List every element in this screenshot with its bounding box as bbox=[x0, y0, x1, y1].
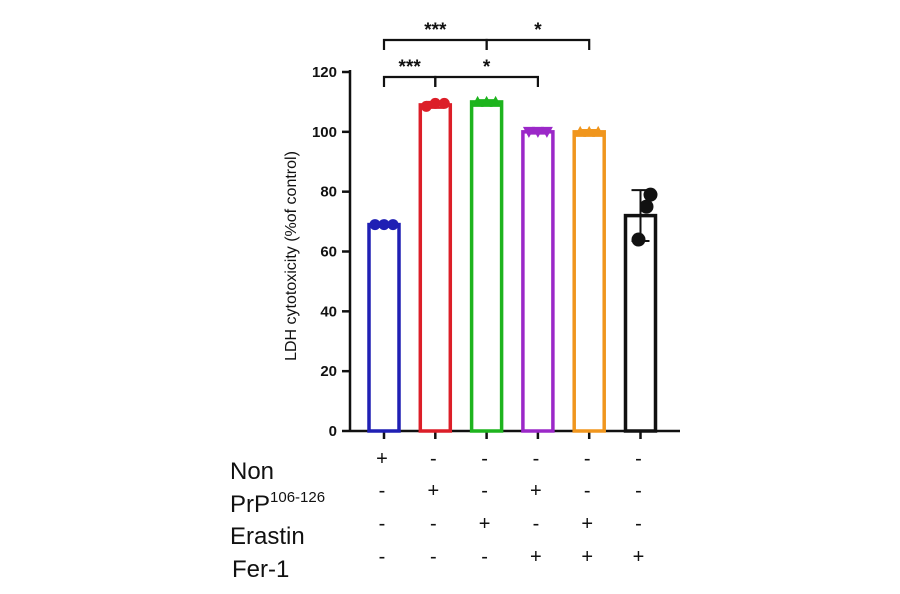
condition-label: Erastin bbox=[230, 523, 305, 550]
y-tick-label: 0 bbox=[329, 423, 337, 440]
bar bbox=[521, 130, 555, 433]
condition-mark: - bbox=[481, 546, 488, 568]
data-point bbox=[438, 97, 450, 109]
bar bbox=[469, 100, 504, 433]
y-tick-label: 60 bbox=[320, 244, 337, 261]
significance-brackets: *** **** * bbox=[382, 20, 591, 87]
y-tick-label: 20 bbox=[320, 363, 337, 380]
condition-mark: - bbox=[379, 480, 386, 502]
condition-mark: + bbox=[479, 513, 491, 535]
condition-mark: + bbox=[633, 546, 645, 568]
condition-mark: - bbox=[584, 480, 591, 502]
condition-mark: + bbox=[581, 546, 593, 568]
significance-label: *** bbox=[399, 57, 422, 78]
data-point bbox=[480, 95, 493, 107]
condition-mark: + bbox=[427, 480, 439, 502]
data-point bbox=[631, 232, 646, 247]
condition-table: Non + - - - - - PrP106-126 - + - + - - Erastin - - + - + - Fe… bbox=[230, 448, 644, 583]
condition-mark: - bbox=[430, 513, 437, 535]
condition-mark: - bbox=[533, 448, 540, 470]
condition-label: Non bbox=[230, 458, 274, 485]
data-point bbox=[583, 125, 596, 137]
data-point bbox=[489, 95, 502, 107]
bars bbox=[367, 95, 658, 433]
condition-mark: - bbox=[635, 513, 642, 535]
bar bbox=[367, 222, 401, 433]
y-tick-label: 120 bbox=[312, 64, 337, 81]
bar bbox=[418, 103, 453, 433]
significance-label: * bbox=[483, 57, 491, 78]
condition-mark: + bbox=[530, 546, 542, 568]
data-point bbox=[429, 97, 441, 109]
condition-mark: - bbox=[533, 513, 540, 535]
condition-label: Fer-1 bbox=[232, 556, 289, 583]
data-point bbox=[420, 100, 432, 112]
data-point bbox=[639, 199, 654, 214]
condition-mark: + bbox=[376, 448, 388, 470]
data-point bbox=[643, 187, 658, 202]
significance-label: * bbox=[534, 20, 542, 41]
significance-bracket bbox=[434, 75, 539, 87]
condition-mark: - bbox=[481, 448, 488, 470]
data-point bbox=[387, 219, 399, 231]
condition-mark: - bbox=[635, 480, 642, 502]
y-tick-label: 80 bbox=[320, 184, 337, 201]
data-point bbox=[471, 95, 484, 107]
condition-label: PrP106-126 bbox=[230, 489, 325, 518]
condition-mark: + bbox=[530, 480, 542, 502]
significance-bracket bbox=[485, 38, 591, 50]
significance-bracket bbox=[382, 75, 437, 87]
condition-label-superscript: 106-126 bbox=[270, 489, 325, 506]
significance-label: *** bbox=[424, 20, 447, 41]
data-point bbox=[369, 219, 381, 231]
data-point bbox=[522, 126, 535, 138]
condition-mark: - bbox=[635, 448, 642, 470]
condition-mark: + bbox=[581, 513, 593, 535]
y-axis: 0 20 40 60 80 100 120 bbox=[312, 64, 680, 440]
condition-mark: - bbox=[379, 513, 386, 535]
condition-mark: - bbox=[481, 480, 488, 502]
data-point bbox=[592, 125, 605, 137]
data-point bbox=[574, 125, 587, 137]
condition-mark: - bbox=[430, 448, 437, 470]
bar bbox=[572, 130, 606, 433]
y-axis-label: LDH cytotoxicity (%of control) bbox=[283, 151, 300, 361]
data-point bbox=[540, 126, 553, 138]
y-tick-label: 40 bbox=[320, 303, 337, 320]
data-point bbox=[378, 219, 390, 231]
data-point bbox=[531, 126, 544, 138]
significance-bracket bbox=[382, 38, 488, 50]
bar bbox=[623, 213, 658, 433]
condition-mark: - bbox=[430, 546, 437, 568]
condition-mark: - bbox=[379, 546, 386, 568]
y-tick-label: 100 bbox=[312, 124, 337, 141]
condition-mark: - bbox=[584, 448, 591, 470]
